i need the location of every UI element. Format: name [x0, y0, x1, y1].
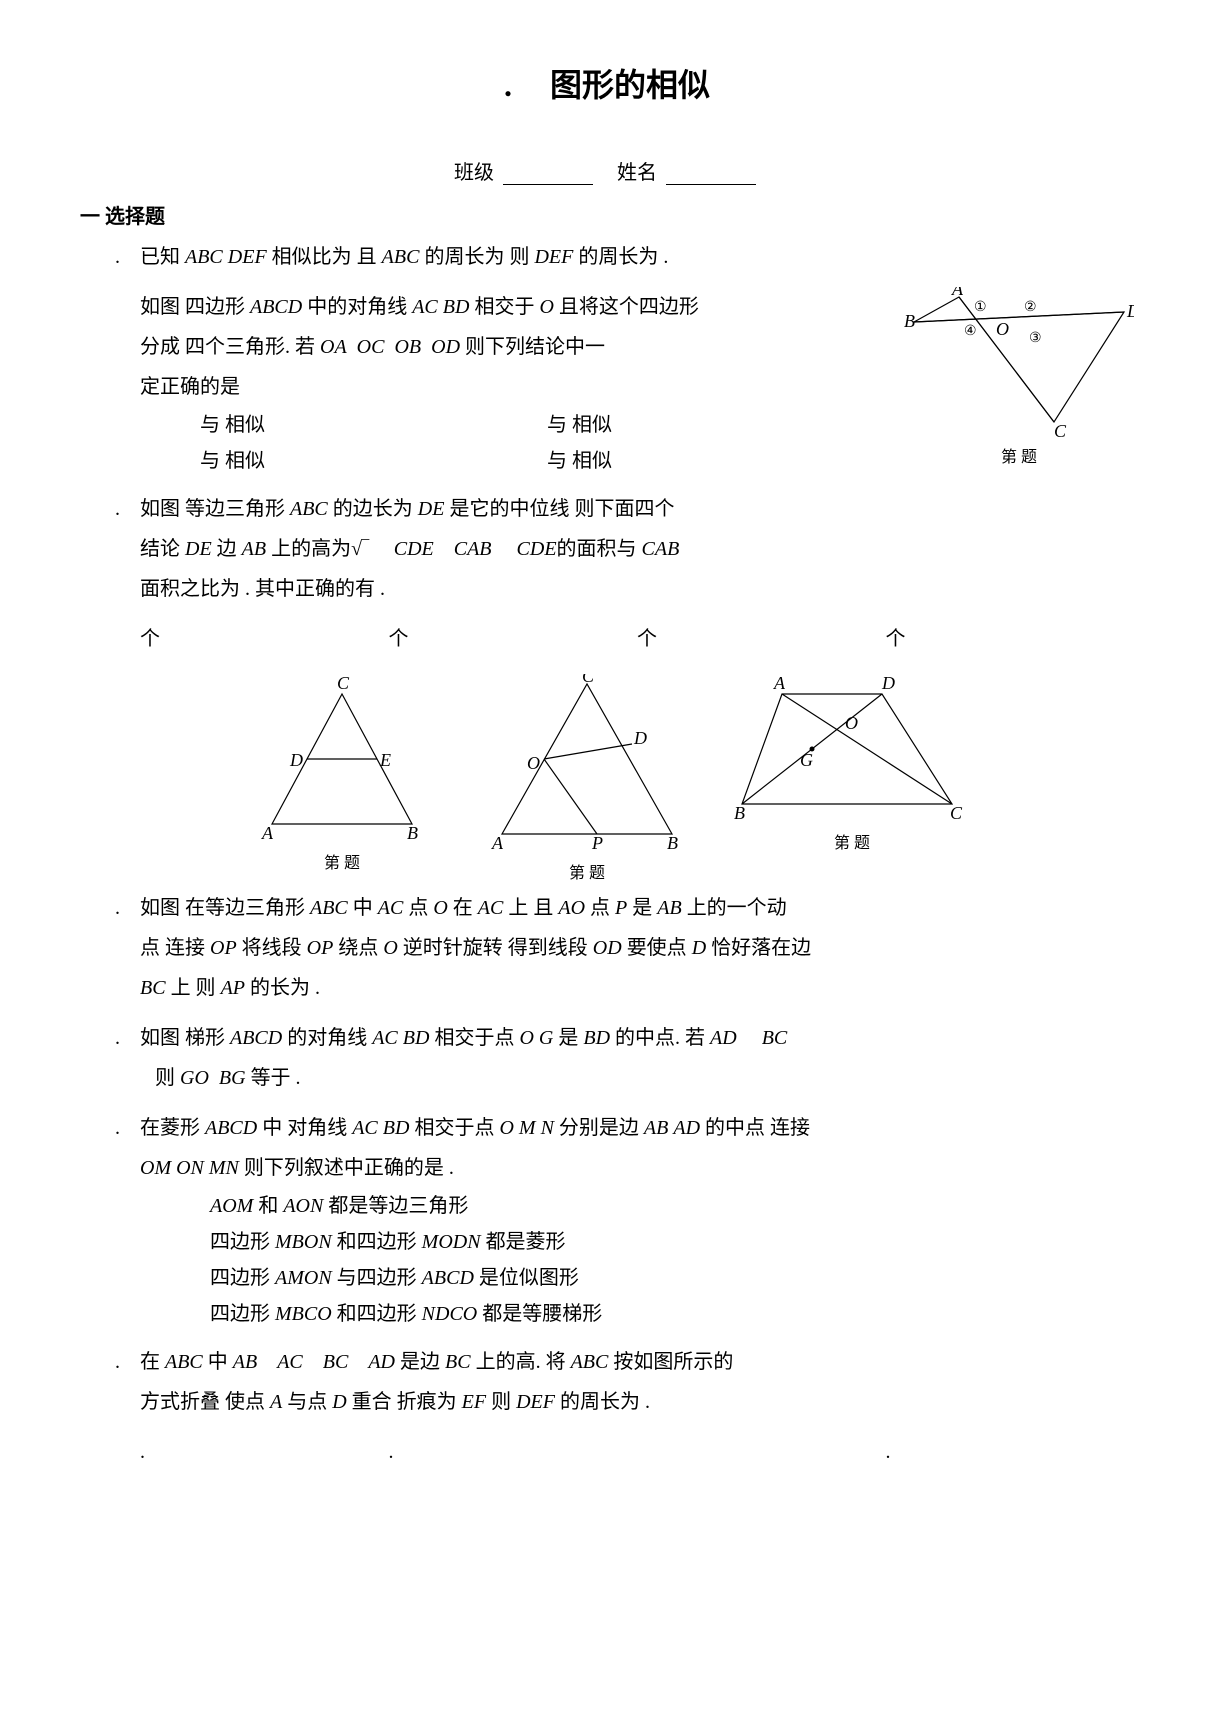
q2-opt-d: 与 相似 — [547, 443, 894, 479]
q7-opt-d: . — [886, 1432, 1135, 1472]
svg-text:O: O — [845, 713, 858, 733]
q3-opt-c: 个 — [637, 619, 886, 659]
svg-text:C: C — [1054, 421, 1067, 437]
svg-text:A: A — [951, 287, 964, 299]
q4-body: 如图 在等边三角形 ABC 中 AC 点 O 在 AC 上 且 AO 点 P 是… — [140, 888, 1134, 1008]
svg-text:C: C — [950, 803, 963, 823]
svg-text:D: D — [289, 750, 303, 770]
svg-text:B: B — [407, 823, 418, 843]
q6-opt-b: 四边形 MBON 和四边形 MODN 都是菱形 — [210, 1224, 1134, 1260]
q2-diagram: A B D C O ① ② ③ ④ — [904, 287, 1134, 437]
q3-number: . — [115, 489, 120, 529]
section-1-heading: 一 选择题 — [80, 200, 1134, 229]
svg-text:③: ③ — [1029, 331, 1042, 346]
fig4-caption: 第 题 — [482, 859, 692, 883]
q7-number: . — [115, 1342, 120, 1382]
q6-opt-c: 四边形 AMON 与四边形 ABCD 是位似图形 — [210, 1260, 1134, 1296]
svg-text:E: E — [379, 750, 391, 770]
fig3-caption: 第 题 — [242, 849, 442, 873]
question-2: A B D C O ① ② ③ ④ 第 题 如图 四边形 ABCD 中的对角线 … — [120, 287, 1134, 479]
q7-options: . . . — [140, 1432, 1134, 1472]
svg-text:A: A — [491, 833, 504, 853]
svg-text:C: C — [337, 674, 350, 693]
q3-body: 如图 等边三角形 ABC 的边长为 DE 是它的中位线 则下面四个 结论 DE … — [140, 489, 1134, 609]
q7-opt-c — [637, 1432, 886, 1472]
q2-caption: 第 题 — [904, 442, 1134, 474]
question-7: . 在 ABC 中 AB AC BC AD 是边 BC 上的高. 将 ABC 按… — [120, 1342, 1134, 1422]
q4-number: . — [115, 888, 120, 928]
svg-text:A: A — [773, 674, 786, 693]
q2-opt-b: 与 相似 — [547, 407, 894, 443]
q6-options: AOM 和 AON 都是等边三角形 四边形 MBON 和四边形 MODN 都是菱… — [210, 1188, 1134, 1332]
svg-text:O: O — [996, 319, 1009, 339]
q3-options: 个 个 个 个 — [140, 619, 1134, 659]
q6-body: 在菱形 ABCD 中 对角线 AC BD 相交于点 O M N 分别是边 AB … — [140, 1108, 1134, 1188]
worksheet-page: . 图形的相似 班级 姓名 一 选择题 . 已知 ABC DEF 相似比为 且 … — [0, 0, 1214, 1512]
svg-text:P: P — [591, 833, 603, 853]
q5-body: 如图 梯形 ABCD 的对角线 AC BD 相交于点 O G 是 BD 的中点.… — [140, 1018, 1134, 1098]
figure-3: A B C D E 第 题 — [242, 674, 442, 883]
q2-figure-block: A B D C O ① ② ③ ④ 第 题 — [904, 287, 1134, 474]
figure-5: A D B C O G 第 题 — [732, 674, 972, 883]
question-4: . 如图 在等边三角形 ABC 中 AC 点 O 在 AC 上 且 AO 点 P… — [120, 888, 1134, 1008]
fig3-svg: A B C D E — [242, 674, 442, 844]
svg-text:A: A — [261, 823, 274, 843]
svg-text:②: ② — [1024, 300, 1037, 315]
q6-opt-a: AOM 和 AON 都是等边三角形 — [210, 1188, 1134, 1224]
question-1: . 已知 ABC DEF 相似比为 且 ABC 的周长为 则 DEF 的周长为 … — [120, 237, 1134, 277]
q1-number: . — [115, 237, 120, 277]
fig5-caption: 第 题 — [732, 829, 972, 853]
question-6: . 在菱形 ABCD 中 对角线 AC BD 相交于点 O M N 分别是边 A… — [120, 1108, 1134, 1332]
svg-text:①: ① — [974, 300, 987, 315]
question-5: . 如图 梯形 ABCD 的对角线 AC BD 相交于点 O G 是 BD 的中… — [120, 1018, 1134, 1098]
class-blank[interactable] — [503, 166, 593, 185]
page-title: . 图形的相似 — [80, 60, 1134, 106]
class-label: 班级 — [454, 162, 494, 184]
q7-opt-b: . — [389, 1432, 638, 1472]
title-prefix: . — [504, 67, 512, 104]
title-text: 图形的相似 — [550, 67, 710, 103]
q6-opt-d: 四边形 MBCO 和四边形 NDCO 都是等腰梯形 — [210, 1296, 1134, 1332]
figure-4: A B C D O P 第 题 — [482, 674, 692, 883]
figures-row: A B C D E 第 题 A B C — [80, 674, 1134, 883]
q3-opt-b: 个 — [389, 619, 638, 659]
svg-text:B: B — [667, 833, 678, 853]
svg-text:O: O — [527, 753, 540, 773]
svg-text:D: D — [1126, 301, 1134, 321]
question-3: . 如图 等边三角形 ABC 的边长为 DE 是它的中位线 则下面四个 结论 D… — [120, 489, 1134, 609]
svg-text:G: G — [800, 750, 813, 770]
q2-opt-c: 与 相似 — [200, 443, 547, 479]
name-label: 姓名 — [617, 162, 657, 184]
svg-text:D: D — [633, 728, 647, 748]
header-fields: 班级 姓名 — [80, 156, 1134, 185]
q6-number: . — [115, 1108, 120, 1148]
q3-opt-a: 个 — [140, 619, 389, 659]
q3-opt-d: 个 — [886, 619, 1135, 659]
q1-body: 已知 ABC DEF 相似比为 且 ABC 的周长为 则 DEF 的周长为 . — [140, 246, 668, 268]
q2-options-row1: 与 相似 与 相似 — [200, 407, 894, 443]
name-blank[interactable] — [666, 166, 756, 185]
svg-text:B: B — [734, 803, 745, 823]
q2-options-row2: 与 相似 与 相似 — [200, 443, 894, 479]
fig4-svg: A B C D O P — [482, 674, 692, 854]
svg-text:C: C — [582, 674, 595, 686]
q7-body: 在 ABC 中 AB AC BC AD 是边 BC 上的高. 将 ABC 按如图… — [140, 1342, 1134, 1422]
q7-opt-a: . — [140, 1432, 389, 1472]
q2-opt-a: 与 相似 — [200, 407, 547, 443]
fig5-svg: A D B C O G — [732, 674, 972, 824]
svg-text:D: D — [881, 674, 895, 693]
svg-text:④: ④ — [964, 324, 977, 339]
q5-number: . — [115, 1018, 120, 1058]
svg-text:B: B — [904, 311, 915, 331]
